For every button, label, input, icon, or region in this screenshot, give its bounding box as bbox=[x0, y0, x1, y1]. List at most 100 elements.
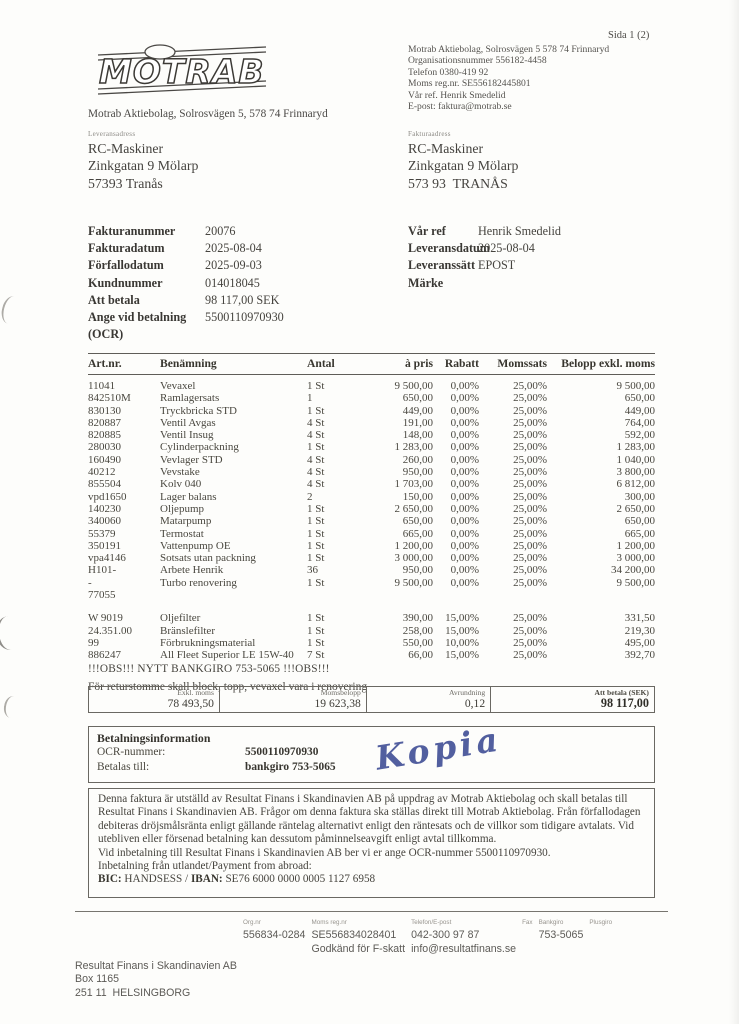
footer-column-label: Plusgiro bbox=[589, 919, 613, 926]
address-line: Zinkgatan 9 Mölarp bbox=[408, 158, 519, 174]
meta-label: Märke bbox=[408, 275, 444, 290]
cell-qty: 1 St bbox=[307, 612, 325, 625]
meta-row: Att betala 98 117,00 SEK bbox=[88, 292, 388, 309]
cell-vat: 25,00% bbox=[513, 515, 547, 528]
sender-info-line: Telefon 0380-419 92 bbox=[408, 66, 489, 78]
meta-label: Vår ref bbox=[408, 224, 446, 238]
cell-qty: 4 St bbox=[307, 478, 325, 491]
table-row: 77055 bbox=[88, 589, 655, 601]
footer-column: Plusgiro bbox=[589, 919, 618, 1000]
legal-bic-iban-line: BIC: HANDSESS / IBAN: SE76 6000 0000 000… bbox=[98, 873, 645, 886]
cell-artnr: vpd1650 bbox=[88, 490, 127, 503]
legal-terms-box: Denna faktura är utställd av Resultat Fi… bbox=[88, 788, 655, 898]
address-line: RC-Maskiner bbox=[88, 141, 164, 156]
table-row: 830130 Tryckbricka STD 1 St 449,00 0,00%… bbox=[88, 405, 655, 417]
cell-artnr: 886247 bbox=[88, 649, 121, 662]
total-value: 0,12 bbox=[464, 697, 486, 710]
items-group-2: W 9019 Oljefilter 1 St 390,00 15,00% 25,… bbox=[88, 601, 655, 661]
footer-column-label: Fax bbox=[522, 919, 533, 926]
cell-price bbox=[354, 589, 433, 601]
table-row: - Turbo renovering 1 St 9 500,00 0,00% 2… bbox=[88, 577, 655, 589]
cell-qty: 1 St bbox=[307, 404, 325, 417]
cell-amount: 665,00 bbox=[624, 527, 655, 540]
table-row: 140230 Oljepump 1 St 2 650,00 0,00% 25,0… bbox=[88, 503, 655, 515]
sender-info-line: Moms reg.nr. SE556182445801 bbox=[408, 78, 531, 90]
motrab-logo-graphic: MOTRAB bbox=[97, 44, 267, 95]
cell-price: 258,00 bbox=[402, 624, 433, 637]
cell-artnr: 99 bbox=[88, 636, 99, 649]
payment-label: OCR-nummer: bbox=[97, 746, 166, 758]
footer-column-label: Org.nr bbox=[243, 919, 261, 926]
cell-vat: 25,00% bbox=[513, 624, 547, 637]
meta-row: Leveranssätt EPOST bbox=[408, 257, 708, 274]
cell-vat: 25,00% bbox=[513, 636, 547, 649]
cell-name: Ventil Avgas bbox=[160, 416, 216, 429]
sender-info-line: Organisationsnummer 556182-4458 bbox=[408, 55, 547, 67]
total-label: Exkl. moms bbox=[177, 688, 214, 697]
cell-amount bbox=[547, 589, 655, 601]
cell-name: Cylinderpackning bbox=[160, 441, 239, 454]
cell-artnr: H101- bbox=[88, 564, 117, 577]
cell-amount: 650,00 bbox=[624, 515, 655, 528]
invoice-address: Fakturaadress RC-Maskiner Zinkgatan 9 Möl… bbox=[408, 130, 688, 192]
cell-vat bbox=[479, 589, 547, 601]
motrab-logo: MOTRAB bbox=[96, 38, 268, 102]
cell-artnr: 140230 bbox=[88, 502, 121, 515]
header-vat: Momssats bbox=[479, 353, 547, 375]
table-row: 886247 All Fleet Superior LE 15W-40 7 St… bbox=[88, 649, 655, 661]
cell-disc: 0,00% bbox=[450, 490, 479, 503]
table-header-row: Art.nr. Benämning Antal à pris Rabatt Mo… bbox=[88, 353, 655, 375]
cell-vat: 25,00% bbox=[513, 649, 547, 662]
cell-qty: 1 St bbox=[307, 515, 325, 528]
cell-amount: 3 000,00 bbox=[616, 552, 656, 565]
cell-amount: 9 500,00 bbox=[616, 380, 656, 392]
total-label: Momsbelopp bbox=[320, 688, 361, 697]
table-row: W 9019 Oljefilter 1 St 390,00 15,00% 25,… bbox=[88, 601, 655, 624]
payment-info-title: Betalningsinformation bbox=[97, 731, 211, 745]
total-rounding: Avrundning 0,12 bbox=[365, 687, 490, 712]
table-row: vpa4146 Sotsats utan packning 1 St 3 000… bbox=[88, 552, 655, 564]
footer-column-label: Telefon/E-post bbox=[411, 919, 452, 926]
meta-row: Vår ref Henrik Smedelid bbox=[408, 223, 708, 240]
cell-vat: 25,00% bbox=[513, 392, 547, 405]
cell-name: Oljefilter bbox=[160, 612, 201, 625]
legal-ocr-line: Vid inbetalning till Resultat Finans i S… bbox=[98, 846, 551, 859]
cell-vat: 25,00% bbox=[513, 380, 547, 392]
footer-column-label: Bankgiro bbox=[538, 919, 564, 926]
cell-price: 950,00 bbox=[402, 466, 433, 479]
address-line: 573 93 TRANÅS bbox=[408, 175, 508, 191]
cell-name: Ventil Insug bbox=[160, 429, 214, 442]
cell-disc: 0,00% bbox=[450, 527, 479, 540]
cell-vat: 25,00% bbox=[513, 576, 547, 589]
cell-artnr: 350191 bbox=[88, 539, 121, 552]
cell-disc: 0,00% bbox=[450, 539, 479, 552]
cell-amount: 1 040,00 bbox=[616, 453, 656, 466]
cell-artnr: 820887 bbox=[88, 416, 121, 429]
cell-qty: 1 St bbox=[307, 576, 325, 589]
header-disc: Rabatt bbox=[433, 353, 479, 375]
cell-price: 550,00 bbox=[402, 636, 433, 649]
cell-amount: 392,70 bbox=[624, 649, 655, 662]
meta-label: Fakturadatum bbox=[88, 241, 165, 256]
table-row: 842510M Ramlagersats 1 650,00 0,00% 25,0… bbox=[88, 392, 655, 404]
cell-artnr: 77055 bbox=[88, 589, 116, 602]
logo-text: MOTRAB bbox=[99, 52, 265, 91]
cell-vat: 25,00% bbox=[513, 404, 547, 417]
cell-disc: 0,00% bbox=[450, 416, 479, 429]
totals-strip: Exkl. moms 78 493,50 Momsbelopp 19 623,3… bbox=[88, 686, 655, 713]
cell-disc bbox=[433, 589, 479, 601]
cell-artnr: 11041 bbox=[88, 380, 116, 392]
page-number: Sida 1 (2) bbox=[608, 30, 650, 41]
total-value: 19 623,38 bbox=[314, 697, 361, 710]
meta-row: Fakturanummer 20076 bbox=[88, 223, 388, 240]
cell-amount: 1 283,00 bbox=[616, 441, 656, 454]
cell-qty: 2 bbox=[307, 490, 313, 503]
cell-disc: 0,00% bbox=[450, 502, 479, 515]
meta-value: 5500110970930 bbox=[205, 310, 284, 325]
footer-column: Bankgiro 753-5065 bbox=[539, 919, 590, 1000]
cell-price: 449,00 bbox=[402, 404, 433, 417]
total-label: Att betala (SEK) bbox=[594, 688, 649, 697]
meta-row: Förfallodatum 2025-09-03 bbox=[88, 257, 388, 274]
footer-company-line: Resultat Finans i Skandinavien AB bbox=[75, 959, 237, 972]
cell-name: Ramlagersats bbox=[160, 392, 220, 405]
